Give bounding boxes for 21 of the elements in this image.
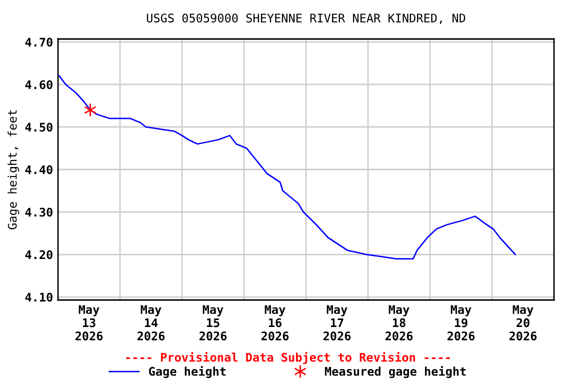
x-tick-label: May 13 2026 — [75, 305, 103, 340]
x-tick-label: May 18 2026 — [385, 305, 413, 340]
chart-title: USGS 05059000 SHEYENNE RIVER NEAR KINDRED, ND — [146, 14, 466, 24]
line-series — [58, 75, 516, 260]
legend-label: Measured gage height — [324, 366, 466, 378]
y-tick-label: 4.30 — [25, 208, 52, 217]
x-tick-label: May 14 2026 — [137, 305, 165, 340]
x-tick-label: May 16 2026 — [261, 305, 289, 340]
text: ---- Provisional Data Subject to Revision ---- — [126, 352, 450, 364]
y-tick-label: 4.40 — [25, 165, 52, 174]
x-tick-label: May 17 2026 — [323, 305, 351, 340]
y-tick-label: 4.60 — [25, 80, 52, 90]
y-tick-label: 4.10 — [25, 292, 52, 302]
y-tick-label: 4.70 — [25, 38, 52, 47]
x-tick-label: May 20 2026 — [509, 305, 537, 340]
y-tick-label: 4.50 — [25, 122, 52, 132]
x-tick-label: May 19 2026 — [447, 305, 475, 340]
legend-label: Gage height — [149, 366, 226, 378]
y-axis-title: Gage height, feet — [8, 110, 20, 230]
y-tick-label: 4.20 — [25, 250, 52, 260]
x-tick-label: May 15 2026 — [199, 305, 227, 340]
